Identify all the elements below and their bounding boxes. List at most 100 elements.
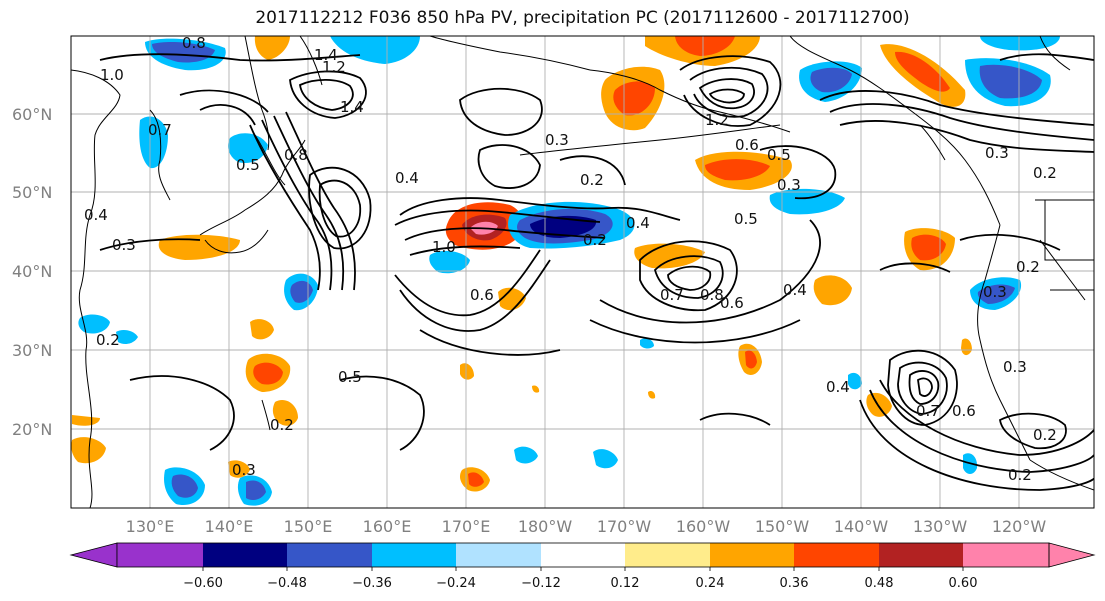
- negative-anomaly-patch: [977, 284, 1015, 304]
- colorbar-bin: [287, 543, 372, 567]
- contour-labels: 1.4 1.2 1.4 0.8 1.0 0.8 0.7 0.4 0.3 0.2 …: [84, 34, 1057, 484]
- colorbar-tick-label: −0.60: [183, 576, 223, 591]
- contour-label: 1.4: [340, 98, 364, 116]
- contour-label: 0.6: [735, 136, 759, 154]
- lat-label-50n: 50°N: [12, 183, 52, 202]
- contour-label: 0.3: [112, 236, 136, 254]
- lon-label: 120°W: [992, 517, 1047, 536]
- colorbar-tick-label: 0.60: [949, 576, 978, 591]
- contour-label: 0.3: [232, 461, 256, 479]
- lon-label: 130°E: [126, 517, 175, 536]
- positive-anomaly-patch: [813, 275, 852, 306]
- contour-label: 0.6: [720, 294, 744, 312]
- positive-anomaly-patch: [71, 437, 106, 464]
- colorbar-extend-high: [1048, 542, 1096, 568]
- coastlines: [71, 36, 1094, 508]
- contour-label: 0.3: [983, 283, 1007, 301]
- contour-label: 0.2: [1033, 426, 1057, 444]
- colorbar-tick-label: 0.48: [865, 576, 894, 591]
- positive-anomaly-patch: [675, 36, 735, 56]
- negative-anomaly-patch: [980, 36, 1060, 51]
- contour-label: 0.8: [182, 34, 206, 52]
- contour-label: 1.0: [100, 66, 124, 84]
- negative-anomaly-patch: [171, 474, 198, 498]
- contour-label: 0.3: [985, 144, 1009, 162]
- contour-label: 0.2: [583, 231, 607, 249]
- positive-anomaly-patch: [228, 460, 250, 478]
- negative-anomaly-patch: [514, 446, 538, 464]
- colorbar-bin: [203, 543, 287, 567]
- colorbar-tick-label: 0.36: [780, 576, 809, 591]
- contour-label: 0.4: [626, 214, 650, 232]
- lat-label-40n: 40°N: [12, 262, 52, 281]
- contour-label: 0.8: [700, 286, 724, 304]
- contour-label: 0.7: [660, 286, 684, 304]
- contour-label: 0.5: [767, 146, 791, 164]
- lon-label: 160°E: [363, 517, 412, 536]
- positive-anomaly-patch: [253, 362, 283, 385]
- lon-label: 140°E: [205, 517, 254, 536]
- colorbar-tick-label: −0.12: [521, 576, 561, 591]
- negative-anomaly-patch: [769, 188, 845, 215]
- positive-anomaly-patch: [705, 159, 770, 181]
- contour-label: 0.3: [545, 131, 569, 149]
- contour-label: 0.5: [236, 156, 260, 174]
- latitude-labels: 60°N 50°N 40°N 30°N 20°N: [12, 105, 52, 439]
- negative-anomaly-patch: [152, 42, 215, 63]
- contour-label: 0.2: [1008, 466, 1032, 484]
- graticule: [71, 36, 1094, 508]
- lon-label: 180°W: [518, 517, 573, 536]
- negative-anomaly-patch: [640, 338, 654, 349]
- positive-anomaly-patch: [648, 390, 656, 399]
- lon-label: 150°E: [284, 517, 333, 536]
- contour-label: 0.4: [84, 206, 108, 224]
- map-area: [71, 36, 1094, 508]
- colorbar-bin: [963, 543, 1049, 567]
- negative-anomaly-patch: [848, 372, 862, 390]
- contour-label: 0.4: [783, 281, 807, 299]
- negative-anomaly-patch: [810, 67, 852, 93]
- lon-label: 170°E: [442, 517, 491, 536]
- colorbar-bin: [625, 543, 710, 567]
- contour-label: 0.6: [470, 286, 494, 304]
- contour-label: 0.6: [952, 402, 976, 420]
- positive-anomaly-patch: [498, 287, 526, 311]
- contour-label: 0.2: [270, 416, 294, 434]
- colorbar-tick-label: 0.24: [696, 576, 725, 591]
- positive-anomaly-patch: [272, 399, 298, 426]
- lat-label-60n: 60°N: [12, 105, 52, 124]
- lon-label: 140°W: [834, 517, 889, 536]
- colorbar-tick-label: −0.36: [352, 576, 392, 591]
- positive-anomaly-patch: [911, 234, 946, 261]
- map-frame: [70, 35, 1095, 509]
- lon-label: 160°W: [676, 517, 731, 536]
- positive-anomaly-patch: [895, 51, 950, 92]
- contour-label: 1.2: [705, 111, 729, 129]
- map-title: 2017112212 F036 850 hPa PV, precipitatio…: [255, 8, 910, 28]
- negative-anomaly-patch: [78, 314, 110, 334]
- positive-anomaly-patch: [460, 363, 474, 380]
- contour-label: 0.5: [734, 210, 758, 228]
- negative-anomaly-patch: [593, 449, 618, 469]
- colorbar-bin: [372, 543, 456, 567]
- positive-anomaly-patch: [72, 415, 100, 426]
- colorbar-extend-low: [69, 542, 118, 568]
- contour-label: 1.4: [314, 46, 338, 64]
- positive-anomaly-patch: [961, 338, 972, 356]
- contour-label: 0.7: [916, 402, 940, 420]
- positive-anomaly-patch: [254, 36, 290, 60]
- contour-label: 0.4: [395, 169, 419, 187]
- colorbar-bin: [710, 543, 794, 567]
- negative-anomaly-patch: [979, 64, 1042, 99]
- colorbar-bin: [117, 543, 203, 567]
- negative-anomaly-patch: [330, 36, 420, 64]
- contour-label: 0.8: [284, 146, 308, 164]
- lon-label: 130°W: [913, 517, 968, 536]
- lat-label-30n: 30°N: [12, 341, 52, 360]
- contour-label: 0.2: [580, 171, 604, 189]
- contour-label: 0.3: [777, 176, 801, 194]
- lon-label: 170°W: [597, 517, 652, 536]
- colorbar-bin: [879, 543, 963, 567]
- colorbar-tick-label: −0.24: [436, 576, 476, 591]
